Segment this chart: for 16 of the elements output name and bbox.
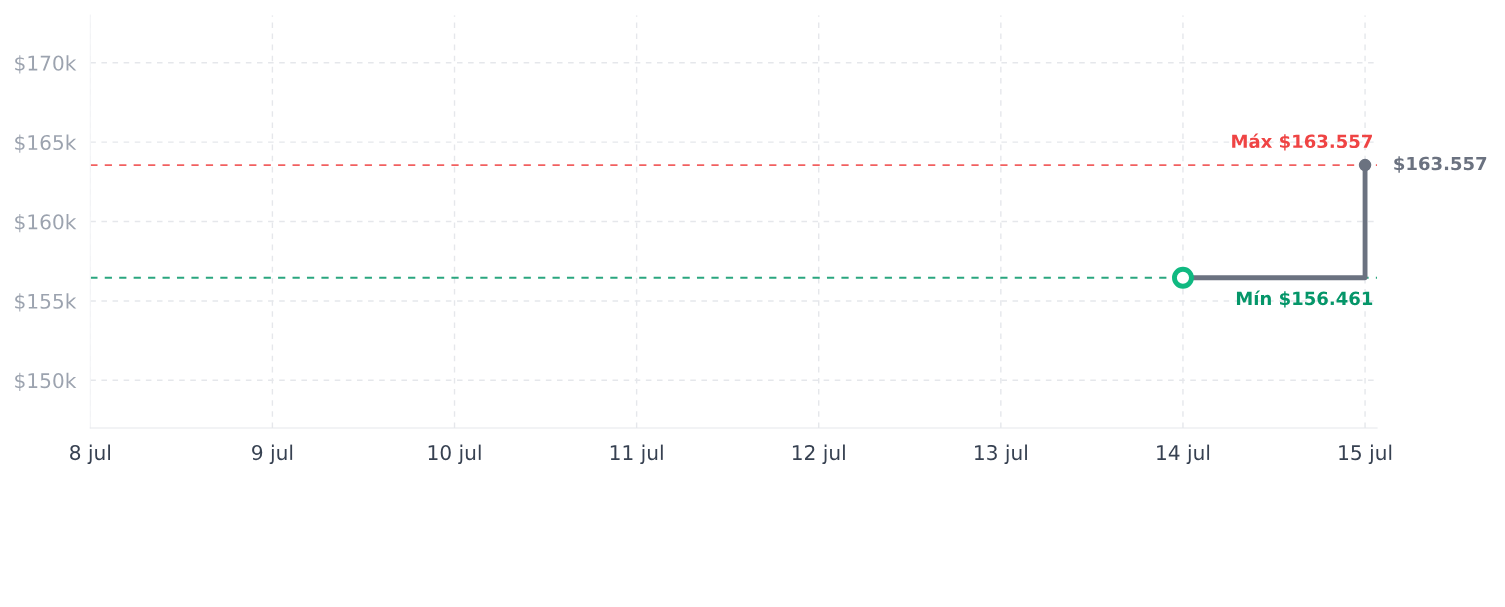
x-tick-label: 8 jul (70, 444, 110, 465)
x-tick-label: 14 jul (1157, 444, 1210, 465)
ref-line-label: Mín $156.461 (1236, 290, 1373, 308)
y-tick-label: $160k (15, 213, 77, 233)
x-tick-label: 10 jul (428, 444, 481, 465)
x-tick-label: 13 jul (975, 444, 1027, 465)
y-tick-label: $155k (15, 293, 77, 312)
x-tick-label: 11 jul (610, 444, 663, 465)
y-tick-label: $170k (15, 55, 77, 74)
ref-line-label: Máx $163.557 (1232, 133, 1372, 151)
x-tick-label: 12 jul (792, 444, 845, 465)
y-tick-label: $165k (15, 134, 77, 153)
x-tick-label: 15 jul (1339, 444, 1392, 465)
annotation: $163.557 (1394, 156, 1487, 173)
x-tick-label: 9 jul (252, 444, 293, 465)
y-tick-label: $150k (15, 372, 77, 391)
